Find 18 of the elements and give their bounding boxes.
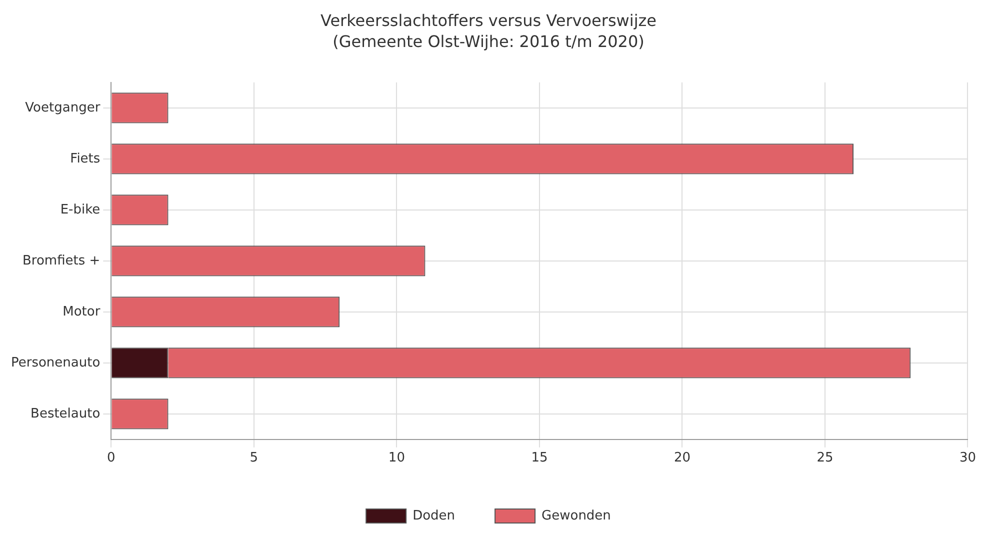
chart-subtitle: (Gemeente Olst-Wijhe: 2016 t/m 2020)	[332, 32, 644, 51]
y-tick-label: Bromfiets +	[22, 253, 100, 268]
y-tick-label: E-bike	[60, 202, 100, 218]
y-tick-label: Motor	[62, 304, 101, 320]
x-tick-label: 10	[388, 450, 405, 466]
y-tick-label: Voetganger	[25, 100, 101, 116]
y-tick-label: Bestelauto	[30, 406, 100, 422]
x-tick-label: 5	[250, 450, 258, 466]
x-tick-label: 0	[107, 450, 116, 466]
y-tick-label: Personenauto	[10, 355, 100, 370]
x-tick-label: 20	[674, 450, 690, 466]
x-tick-label: 15	[531, 450, 548, 466]
chart-title: Verkeersslachtoffers versus Vervoerswijze	[320, 10, 657, 30]
legend-label: Gewonden	[542, 508, 611, 524]
y-tick-label: Fiets	[70, 151, 100, 166]
x-tick-label: 30	[959, 450, 976, 466]
legend-label: Doden	[412, 508, 456, 524]
x-tick-label: 25	[816, 450, 834, 466]
